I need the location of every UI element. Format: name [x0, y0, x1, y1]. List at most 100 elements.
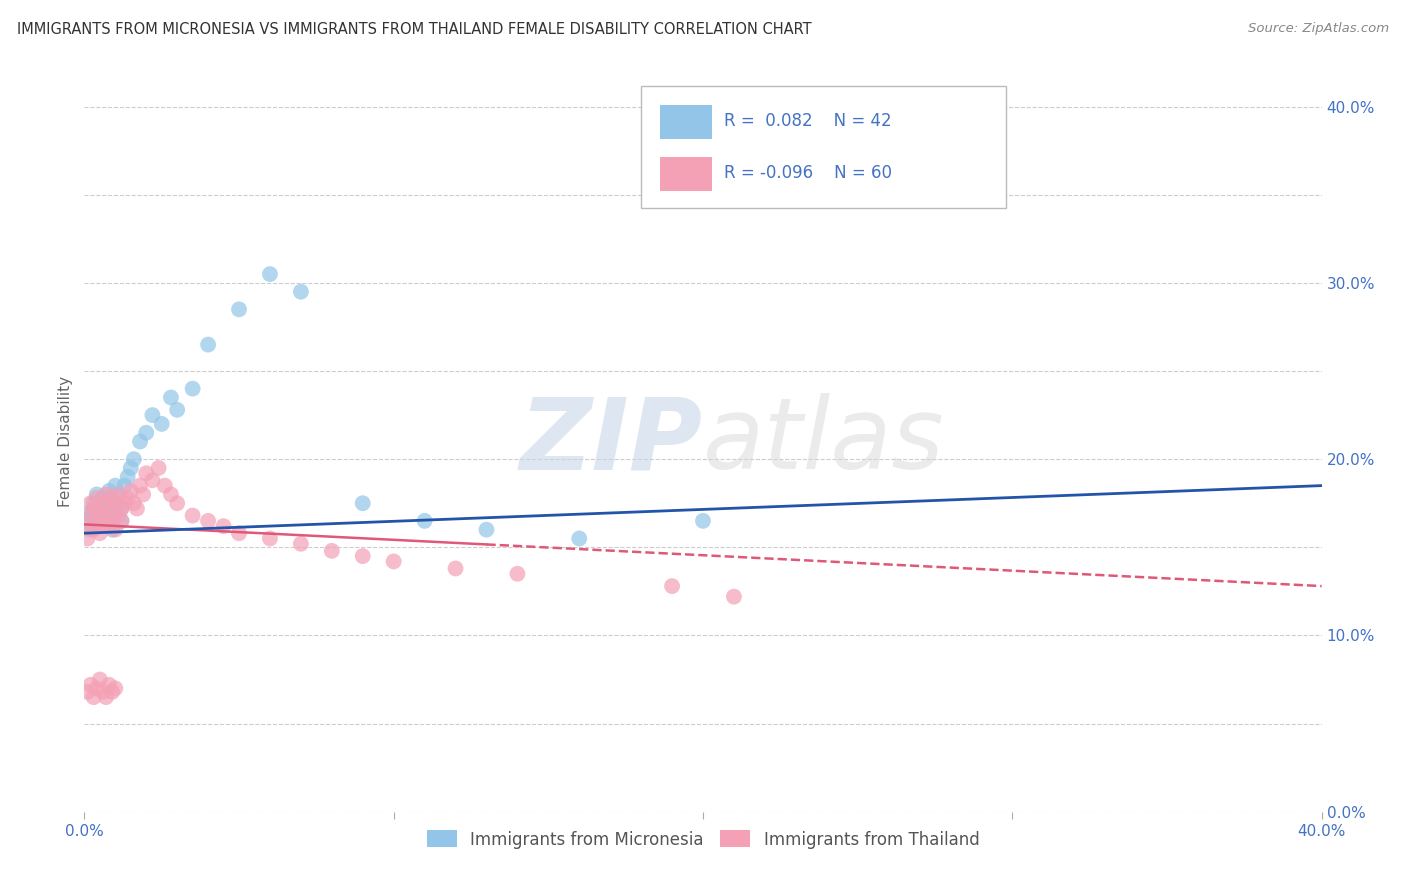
Point [79, 496, 101, 510]
Point [98, 508, 121, 523]
Point [98, 678, 121, 692]
Point [86, 487, 108, 501]
Point [104, 478, 127, 492]
Point [86, 514, 108, 528]
Text: IMMIGRANTS FROM MICRONESIA VS IMMIGRANTS FROM THAILAND FEMALE DISABILITY CORRELA: IMMIGRANTS FROM MICRONESIA VS IMMIGRANTS… [17, 22, 811, 37]
Point [110, 514, 132, 528]
FancyBboxPatch shape [659, 105, 711, 139]
Point [141, 408, 163, 422]
Point [150, 417, 173, 431]
Point [125, 501, 148, 516]
Point [568, 532, 591, 546]
Point [98, 501, 121, 516]
Point [91, 505, 114, 519]
Point [352, 549, 374, 563]
Point [91, 491, 114, 505]
Point [101, 491, 124, 505]
Point [104, 681, 127, 696]
Point [76, 514, 98, 528]
Text: atlas: atlas [703, 393, 945, 490]
Point [129, 478, 152, 492]
Point [91, 685, 114, 699]
Point [79, 508, 101, 523]
Point [107, 491, 129, 505]
FancyBboxPatch shape [641, 87, 1007, 209]
Point [166, 496, 188, 510]
Point [197, 514, 219, 528]
Point [104, 523, 127, 537]
Point [94, 496, 117, 510]
Point [117, 491, 139, 505]
Point [114, 478, 136, 492]
Point [107, 487, 129, 501]
Point [228, 526, 250, 541]
Point [141, 473, 163, 487]
Point [91, 496, 114, 510]
Point [290, 537, 312, 551]
Point [83, 523, 105, 537]
Point [122, 496, 145, 510]
Point [101, 685, 124, 699]
Point [91, 519, 114, 533]
Point [94, 514, 117, 528]
Point [86, 491, 108, 505]
Point [110, 501, 132, 516]
Legend: Immigrants from Micronesia, Immigrants from Thailand: Immigrants from Micronesia, Immigrants f… [420, 823, 986, 855]
Point [79, 505, 101, 519]
Point [160, 487, 183, 501]
Text: ZIP: ZIP [520, 393, 703, 490]
Point [475, 523, 498, 537]
Point [101, 496, 124, 510]
Point [104, 496, 127, 510]
Point [79, 678, 101, 692]
Point [259, 267, 281, 281]
Point [98, 519, 121, 533]
Point [148, 461, 170, 475]
Point [86, 519, 108, 533]
Point [160, 391, 183, 405]
Point [89, 505, 111, 519]
Point [444, 561, 467, 575]
Point [83, 508, 105, 523]
Point [290, 285, 312, 299]
Point [181, 382, 204, 396]
Y-axis label: Female Disability: Female Disability [58, 376, 73, 508]
Text: Source: ZipAtlas.com: Source: ZipAtlas.com [1249, 22, 1389, 36]
Point [352, 496, 374, 510]
Point [98, 483, 121, 498]
Point [692, 514, 714, 528]
Point [101, 523, 124, 537]
Point [94, 487, 117, 501]
Point [89, 526, 111, 541]
Point [135, 467, 157, 481]
Point [382, 554, 405, 568]
Point [76, 685, 98, 699]
Point [83, 690, 105, 705]
Point [228, 302, 250, 317]
Point [110, 514, 132, 528]
Point [153, 478, 176, 492]
Point [506, 566, 529, 581]
Point [76, 519, 98, 533]
Point [661, 579, 683, 593]
Point [135, 425, 157, 440]
Point [79, 523, 101, 537]
Point [413, 514, 436, 528]
Point [122, 452, 145, 467]
Point [83, 496, 105, 510]
Point [76, 532, 98, 546]
Point [181, 508, 204, 523]
Point [212, 519, 235, 533]
Point [120, 483, 142, 498]
Point [321, 544, 343, 558]
Text: R = -0.096    N = 60: R = -0.096 N = 60 [724, 164, 891, 182]
Point [132, 487, 155, 501]
Point [110, 501, 132, 516]
Point [89, 673, 111, 687]
Point [259, 532, 281, 546]
Point [86, 681, 108, 696]
Point [89, 514, 111, 528]
Point [83, 501, 105, 516]
Point [120, 461, 142, 475]
Point [101, 514, 124, 528]
